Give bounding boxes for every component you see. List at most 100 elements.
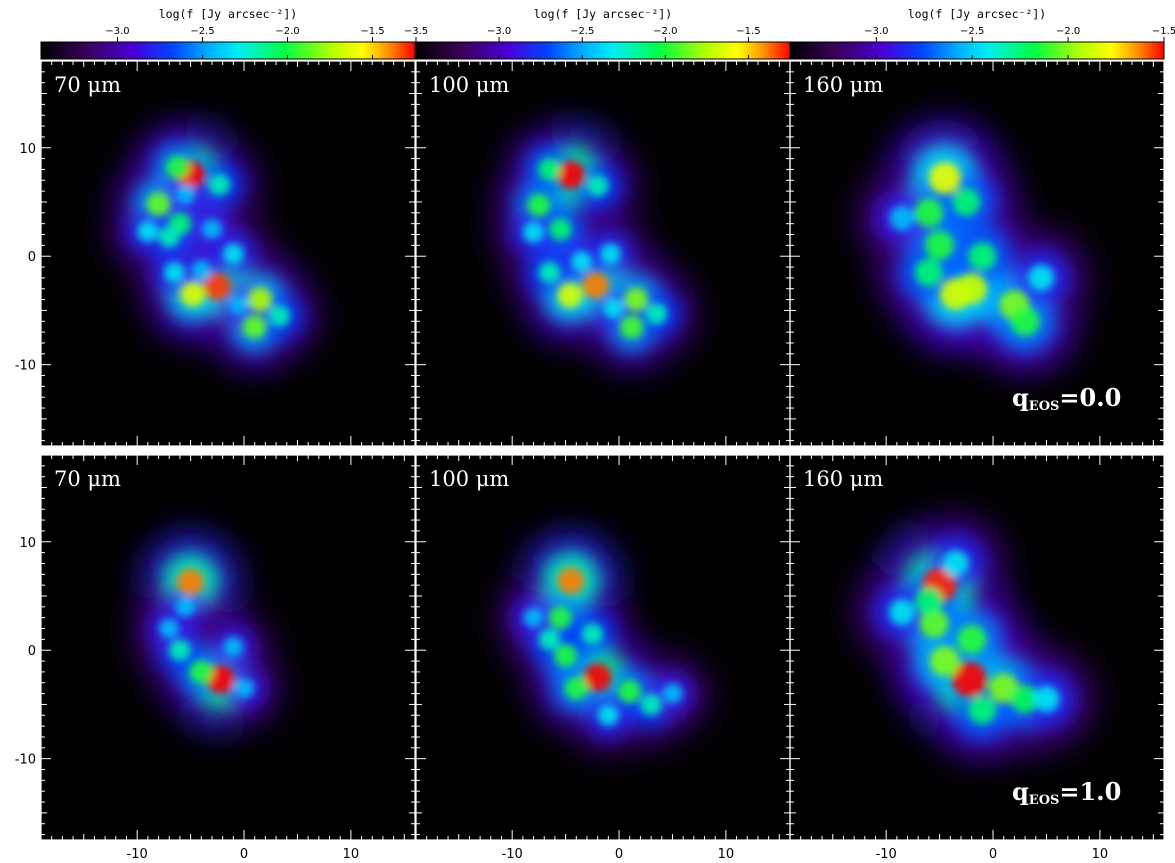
y-tick-label: 0 — [28, 644, 36, 659]
panel-r2-c2: 100 μm — [416, 455, 790, 840]
emission-blob — [228, 294, 249, 316]
emission-blob — [523, 607, 544, 628]
emission-blob — [914, 258, 943, 287]
emission-blob — [164, 261, 186, 283]
emission-blob — [206, 665, 235, 694]
emission-blob — [914, 198, 944, 228]
q-eos-label: qEOS=0.0 — [1012, 383, 1121, 414]
emission-blob — [223, 636, 244, 658]
emission-blob — [889, 599, 916, 626]
panel-frame — [789, 454, 1165, 841]
panel-frame — [789, 60, 1165, 447]
colorbar-tick-label: −1.5 — [360, 26, 384, 37]
panel-r1-c3: 160 μm qEOS=0.0 — [790, 61, 1164, 446]
colorbar-tick-label: −3.5 — [404, 26, 428, 37]
emission-blob — [523, 221, 545, 243]
emission-blob — [201, 218, 223, 240]
emission-map — [108, 122, 320, 371]
emission-blob — [137, 220, 159, 242]
emission-blob — [203, 272, 231, 301]
emission-blob — [222, 243, 244, 265]
emission-blob — [571, 251, 593, 273]
colorbars: log(f [Jy arcsec⁻²]) −3.0 −2.5 −2.0 −1.5 log(… — [40, 7, 1175, 60]
emission-blob — [158, 225, 181, 248]
x-tick-label: 10 — [718, 847, 735, 862]
emission-blob — [169, 639, 191, 662]
colorbar-1: log(f [Jy arcsec⁻²]) −3.0 −2.5 −2.0 −1.5 — [40, 7, 416, 60]
emission-blob — [1010, 306, 1040, 336]
panel-axes-r1-c1 — [40, 60, 416, 447]
emission-blob — [582, 272, 609, 299]
emission-blob — [166, 155, 190, 179]
emission-blob — [914, 587, 943, 616]
panel-frame — [40, 454, 416, 841]
colorbar-gradient — [40, 41, 416, 60]
colorbar-tick-label: −3.0 — [487, 26, 511, 37]
emission-blob — [191, 260, 212, 281]
panel-axes-r2-c3 — [789, 454, 1165, 841]
emission-blob — [1027, 264, 1055, 292]
wavelength-label: 100 μm — [429, 73, 509, 97]
x-tick-label: -10 — [127, 847, 148, 862]
panel-r1-c2: 100 μm — [416, 61, 790, 446]
colorbar-tick-label: −2.0 — [275, 26, 299, 37]
emission-blob — [925, 230, 955, 260]
colorbar-tick-label: −1.5 — [1152, 26, 1175, 37]
panel-r2-c3: 160 μm qEOS=1.0 — [790, 455, 1164, 840]
y-tick-label: -10 — [15, 359, 36, 374]
emission-blob — [247, 287, 273, 312]
colorbar-tick-label: −2.0 — [1056, 26, 1080, 37]
emission-blob — [889, 205, 915, 231]
emission-blob — [1033, 685, 1060, 713]
image-panels: 70 μm 100 μm 160 μm qEOS=0.0 70 μm 100 μm 160 … — [41, 61, 1164, 840]
emission-blob — [968, 695, 997, 724]
emission-blob — [942, 550, 969, 577]
emission-blob — [208, 173, 231, 196]
colorbar-title: log(f [Jy arcsec⁻²]) — [159, 7, 297, 21]
emission-blob — [581, 623, 604, 645]
x-tick-label: 10 — [343, 847, 360, 862]
emission-blob — [557, 282, 583, 308]
panel-r1-c1: 70 μm — [41, 61, 415, 446]
emission-blob — [175, 596, 196, 617]
emission-blob — [527, 193, 551, 217]
panel-frame — [40, 60, 416, 447]
colorbar-tick-label: −2.5 — [960, 26, 984, 37]
emission-blob — [242, 314, 267, 339]
emission-blob — [952, 187, 981, 216]
emission-blob — [538, 261, 561, 284]
colorbar-title: log(f [Jy arcsec⁻²]) — [534, 7, 672, 21]
panel-axes-r1-c3 — [789, 60, 1165, 447]
emission-map — [495, 530, 711, 755]
colorbar-tick-label: −1.5 — [736, 26, 760, 37]
emission-blob — [556, 160, 585, 189]
axes: 10 0 -10 10 0 -10 -10 0 10 -10 0 10 -10 0 10 — [15, 60, 1165, 862]
emission-blob — [557, 567, 585, 595]
emission-blob — [599, 243, 621, 265]
emission-blob — [645, 302, 668, 325]
emission-blob — [620, 314, 644, 339]
wavelength-label: 160 μm — [803, 467, 883, 491]
emission-blob — [624, 287, 649, 312]
q-eos-label: qEOS=1.0 — [1012, 777, 1121, 808]
emission-blob — [952, 661, 988, 697]
panel-axes-r2-c1 — [40, 454, 416, 841]
colorbar-2: log(f [Jy arcsec⁻²]) −3.5 −3.0 −2.5 −2.0 −1.5 — [404, 7, 791, 60]
emission-blob — [618, 679, 642, 703]
x-tick-label: -10 — [502, 847, 523, 862]
emission-blob — [956, 273, 988, 305]
colorbar-title: log(f [Jy arcsec⁻²]) — [908, 7, 1046, 21]
emission-blob — [538, 628, 561, 651]
wavelength-label: 160 μm — [803, 73, 883, 97]
emission-blob — [146, 192, 171, 217]
x-tick-label: 0 — [240, 847, 248, 862]
emission-blob — [564, 676, 588, 700]
emission-map — [131, 531, 282, 732]
colorbar-gradient — [789, 41, 1165, 60]
wavelength-label: 100 μm — [429, 467, 509, 491]
emission-blob — [919, 608, 950, 638]
emission-blob — [586, 174, 609, 197]
emission-blob — [603, 297, 625, 319]
colorbar-tick-label: −2.0 — [653, 26, 677, 37]
